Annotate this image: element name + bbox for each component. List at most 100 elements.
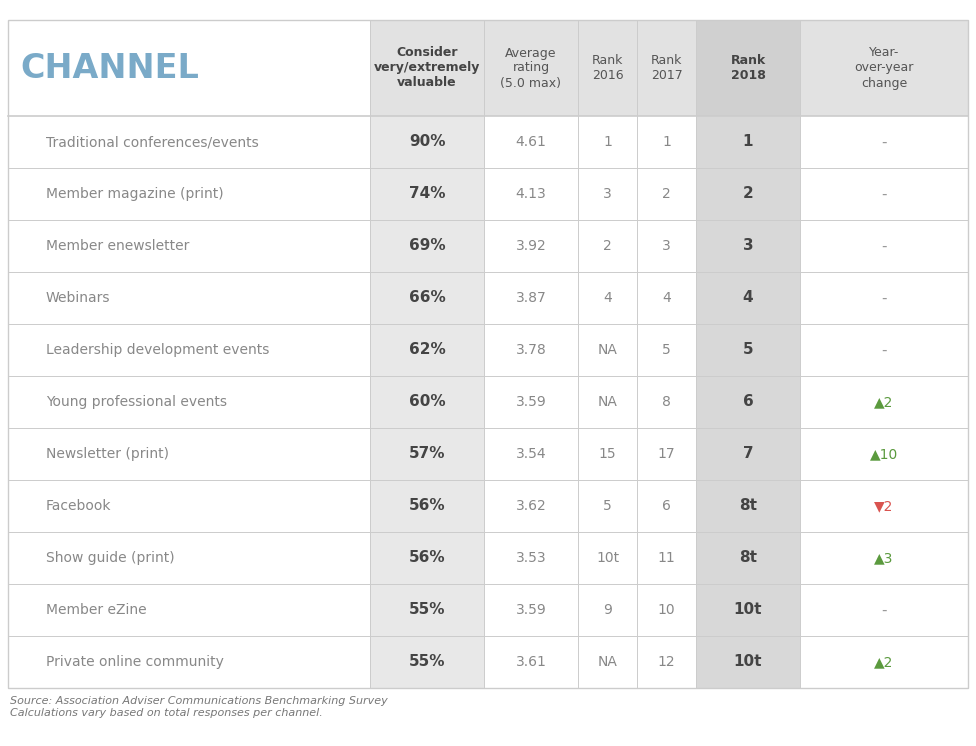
Text: 3.59: 3.59 [515,603,547,617]
Text: ▲2: ▲2 [874,395,894,409]
Text: Facebook: Facebook [46,499,111,513]
Bar [696,116,800,168]
Text: Member magazine (print): Member magazine (print) [46,187,224,201]
Text: 8: 8 [662,395,671,409]
Text: 2: 2 [662,187,671,201]
Text: -: - [881,239,887,254]
Text: 4: 4 [603,291,612,305]
Text: Rank
2018: Rank 2018 [730,54,765,82]
Bar [696,428,800,480]
Bar [370,480,484,532]
Text: 3: 3 [603,187,612,201]
Text: Webinars: Webinars [46,291,110,305]
Text: 55%: 55% [409,654,445,669]
Text: Consider
very/extremely
valuable: Consider very/extremely valuable [374,46,480,90]
Text: Member enewsletter: Member enewsletter [46,239,189,253]
Bar [370,272,484,324]
Text: 2: 2 [603,239,612,253]
Text: 11: 11 [658,551,675,565]
Text: ▲2: ▲2 [874,655,894,669]
Text: 4.13: 4.13 [515,187,547,201]
Text: Rank
2017: Rank 2017 [651,54,682,82]
Text: 17: 17 [658,447,675,461]
Text: 5: 5 [662,343,671,357]
Bar [696,636,800,688]
Bar [800,20,968,116]
Text: 10t: 10t [734,654,762,669]
Text: NA: NA [597,343,618,357]
Text: CHANNEL: CHANNEL [20,51,199,84]
Bar [8,20,968,688]
Text: 15: 15 [598,447,616,461]
Text: 1: 1 [662,135,671,149]
Bar [696,168,800,220]
Text: Source: Association Adviser Communications Benchmarking Survey
Calculations vary: Source: Association Adviser Communicatio… [10,696,387,718]
Bar [696,20,800,116]
Bar [370,584,484,636]
Text: 3: 3 [743,239,753,254]
Text: 3.92: 3.92 [515,239,547,253]
Text: 8t: 8t [739,498,757,513]
Bar [370,20,696,116]
Text: 90%: 90% [409,134,445,149]
Text: 9: 9 [603,603,612,617]
Bar [370,636,484,688]
Text: Leadership development events: Leadership development events [46,343,269,357]
Text: Newsletter (print): Newsletter (print) [46,447,169,461]
Text: Year-
over-year
change: Year- over-year change [854,46,914,90]
Text: 69%: 69% [409,239,445,254]
Bar [696,272,800,324]
Text: 55%: 55% [409,603,445,618]
Text: 57%: 57% [409,447,445,462]
Text: 66%: 66% [409,290,445,306]
Bar [696,532,800,584]
Text: 4: 4 [662,291,671,305]
Bar [370,116,484,168]
Bar [370,428,484,480]
Text: ▼2: ▼2 [874,499,894,513]
Text: Young professional events: Young professional events [46,395,227,409]
Bar [696,376,800,428]
Text: 6: 6 [743,395,753,410]
Text: NA: NA [597,655,618,669]
Bar [696,480,800,532]
Text: 8t: 8t [739,551,757,565]
Text: 3.87: 3.87 [515,291,547,305]
Text: 5: 5 [603,499,612,513]
Bar [370,532,484,584]
Text: 4.61: 4.61 [515,135,547,149]
Text: Private online community: Private online community [46,655,224,669]
Text: 12: 12 [658,655,675,669]
Text: 10t: 10t [596,551,619,565]
Text: -: - [881,290,887,306]
Text: Rank
2016: Rank 2016 [591,54,624,82]
Bar [370,324,484,376]
Text: 6: 6 [662,499,671,513]
Text: 3.78: 3.78 [515,343,547,357]
Text: 5: 5 [743,342,753,357]
Bar [696,584,800,636]
Text: 74%: 74% [409,186,445,201]
Text: 56%: 56% [409,498,445,513]
Text: 1: 1 [603,135,612,149]
Text: 2: 2 [743,186,753,201]
Text: 3.53: 3.53 [515,551,547,565]
Text: Traditional conferences/events: Traditional conferences/events [46,135,259,149]
Text: 10t: 10t [734,603,762,618]
Text: 3: 3 [662,239,671,253]
Bar [696,324,800,376]
Bar [696,220,800,272]
Text: 62%: 62% [409,342,445,357]
Text: 4: 4 [743,290,753,306]
Text: -: - [881,342,887,357]
Text: Show guide (print): Show guide (print) [46,551,175,565]
Bar [370,376,484,428]
Text: 60%: 60% [409,395,445,410]
Text: 56%: 56% [409,551,445,565]
Text: -: - [881,186,887,201]
Text: 3.54: 3.54 [515,447,547,461]
Text: 1: 1 [743,134,753,149]
Text: 10: 10 [658,603,675,617]
Text: Average
rating
(5.0 max): Average rating (5.0 max) [501,46,561,90]
Bar [370,220,484,272]
